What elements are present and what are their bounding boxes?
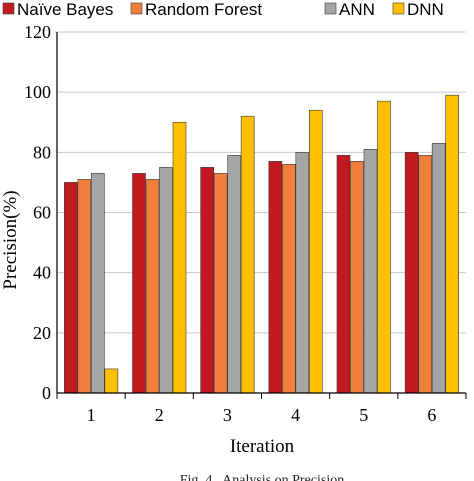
legend-label: Random Forest — [145, 0, 262, 19]
y-tick-label: 60 — [33, 203, 51, 223]
axes — [56, 32, 467, 399]
x-axis-title: Iteration — [230, 436, 295, 457]
legend-swatch — [2, 2, 15, 15]
bar-na-ve-bayes-3 — [200, 167, 214, 394]
bar-na-ve-bayes-1 — [64, 182, 78, 394]
bar-ann-3 — [227, 155, 241, 394]
bar-na-ve-bayes-2 — [132, 173, 146, 394]
legend: Naïve Bayes Random Forest ANN DNN — [2, 0, 444, 19]
bar-random-forest-1 — [77, 179, 92, 394]
figure-caption: Fig. 4 . Analysis on Precision — [180, 473, 345, 481]
x-tick-label: 1 — [87, 405, 96, 425]
bar-ann-4 — [295, 152, 310, 394]
bar-ann-1 — [91, 173, 105, 394]
bar-dnn-5 — [377, 100, 391, 394]
bar-na-ve-bayes-5 — [336, 155, 351, 394]
y-tick-label: 0 — [42, 383, 51, 403]
legend-item: ANN — [324, 0, 375, 19]
y-tick-labels: 0 20 40 60 80 100 120 — [24, 22, 51, 403]
y-axis-title: Precision(%) — [0, 190, 21, 289]
bar-na-ve-bayes-6 — [404, 152, 419, 394]
bar-random-forest-3 — [213, 173, 228, 394]
bar-ann-6 — [431, 143, 446, 394]
x-tick-label: 5 — [359, 405, 368, 425]
x-tick-label: 6 — [427, 405, 436, 425]
legend-item: Naïve Bayes — [2, 0, 113, 19]
legend-item: DNN — [392, 0, 444, 19]
bar-dnn-4 — [309, 109, 323, 394]
legend-label: Naïve Bayes — [17, 0, 113, 19]
bar-na-ve-bayes-4 — [268, 161, 283, 394]
legend-swatch — [324, 2, 337, 15]
bar-dnn-3 — [240, 115, 255, 394]
y-tick-label: 40 — [33, 263, 51, 283]
x-tick-label: 3 — [223, 405, 232, 425]
y-tick-label: 100 — [24, 82, 51, 102]
bar-dnn-6 — [445, 94, 459, 394]
bar-ann-2 — [159, 167, 173, 394]
legend-swatch — [130, 2, 143, 15]
bar-random-forest-6 — [418, 155, 432, 394]
y-tick-label: 120 — [24, 22, 51, 42]
bars — [64, 94, 459, 394]
bar-ann-5 — [363, 149, 378, 394]
bar-dnn-1 — [104, 368, 119, 394]
bar-random-forest-2 — [145, 179, 160, 394]
y-tick-label: 80 — [33, 142, 51, 162]
legend-item: Random Forest — [130, 0, 262, 19]
x-tick-labels: 1 2 3 4 5 6 — [87, 405, 437, 425]
bar-random-forest-4 — [282, 164, 296, 394]
x-tick-label: 4 — [291, 405, 300, 425]
bar-dnn-2 — [172, 121, 187, 394]
legend-label: ANN — [339, 0, 375, 19]
legend-label: DNN — [407, 0, 444, 19]
y-tick-label: 20 — [33, 323, 51, 343]
legend-swatch — [392, 2, 405, 15]
bar-random-forest-5 — [350, 161, 364, 394]
gridlines — [57, 31, 466, 334]
x-tick-label: 2 — [155, 405, 164, 425]
